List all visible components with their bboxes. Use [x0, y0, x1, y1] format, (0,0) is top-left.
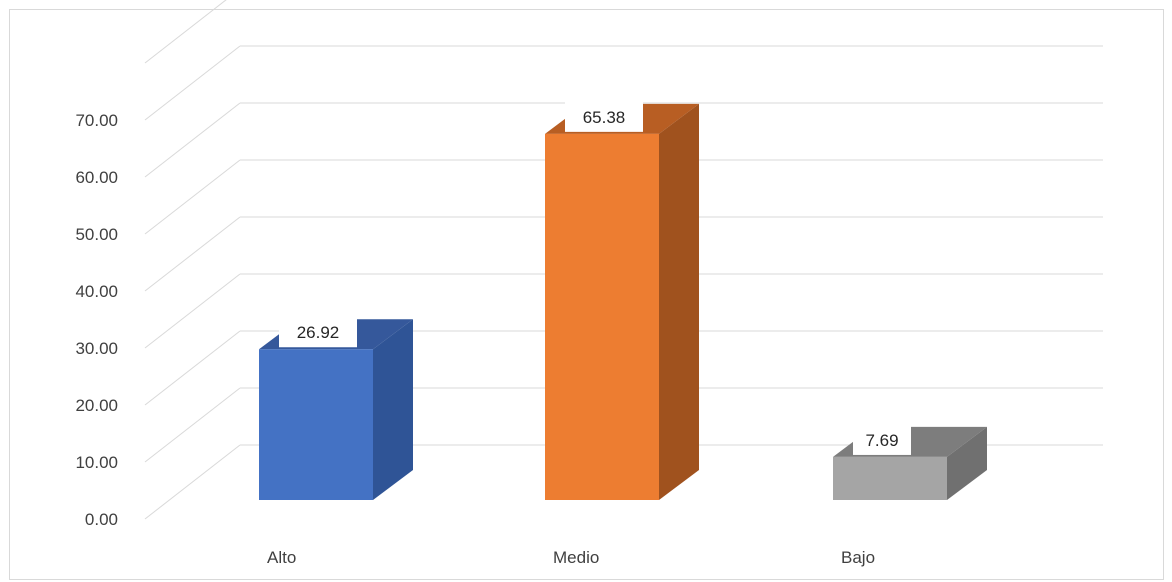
data-label: 65.38: [565, 101, 643, 132]
bar-front-face: [545, 133, 659, 500]
x-axis: Alto Medio Bajo: [267, 548, 875, 567]
data-label: 7.69: [853, 424, 911, 455]
bar-front-face: [259, 349, 373, 500]
x-tick-label: Bajo: [841, 548, 875, 567]
y-tick-label: 60.00: [75, 168, 118, 187]
x-tick-label: Medio: [553, 548, 599, 567]
gridline-diagonal: [144, 102, 241, 178]
data-label-text: 7.69: [865, 431, 898, 450]
gridline-diagonal: [144, 273, 241, 349]
y-axis: 0.00 10.00 20.00 30.00 40.00 50.00 60.00 70.00: [75, 111, 118, 529]
y-tick-label: 40.00: [75, 282, 118, 301]
bar-side-face: [947, 426, 987, 500]
gridline-diagonal: [144, 387, 241, 463]
data-labels: 26.92 65.38 7.69: [279, 101, 911, 455]
bar-side-face: [373, 319, 413, 500]
y-tick-label: 0.00: [85, 510, 118, 529]
data-label-box: [853, 424, 911, 455]
gridline-diagonal: [144, 45, 241, 121]
gridline-diagonal: [144, 444, 241, 520]
y-tick-label: 50.00: [75, 225, 118, 244]
gridline-diagonal: [144, 0, 227, 64]
data-label-text: 26.92: [297, 323, 340, 342]
data-label-box: [279, 317, 357, 348]
y-tick-label: 30.00: [75, 339, 118, 358]
bar-side-face: [659, 103, 699, 500]
data-label-box: [565, 101, 643, 132]
data-label: 26.92: [279, 317, 357, 348]
y-tick-label: 70.00: [75, 111, 118, 130]
bar-front-face: [833, 456, 947, 500]
bar-medio: [545, 103, 699, 500]
gridline-diagonal: [144, 216, 241, 292]
data-label-text: 65.38: [583, 108, 626, 127]
gridline-diagonal: [144, 330, 241, 406]
gridline-diagonal: [144, 159, 241, 235]
y-tick-label: 10.00: [75, 453, 118, 472]
x-tick-label: Alto: [267, 548, 296, 567]
y-tick-label: 20.00: [75, 396, 118, 415]
